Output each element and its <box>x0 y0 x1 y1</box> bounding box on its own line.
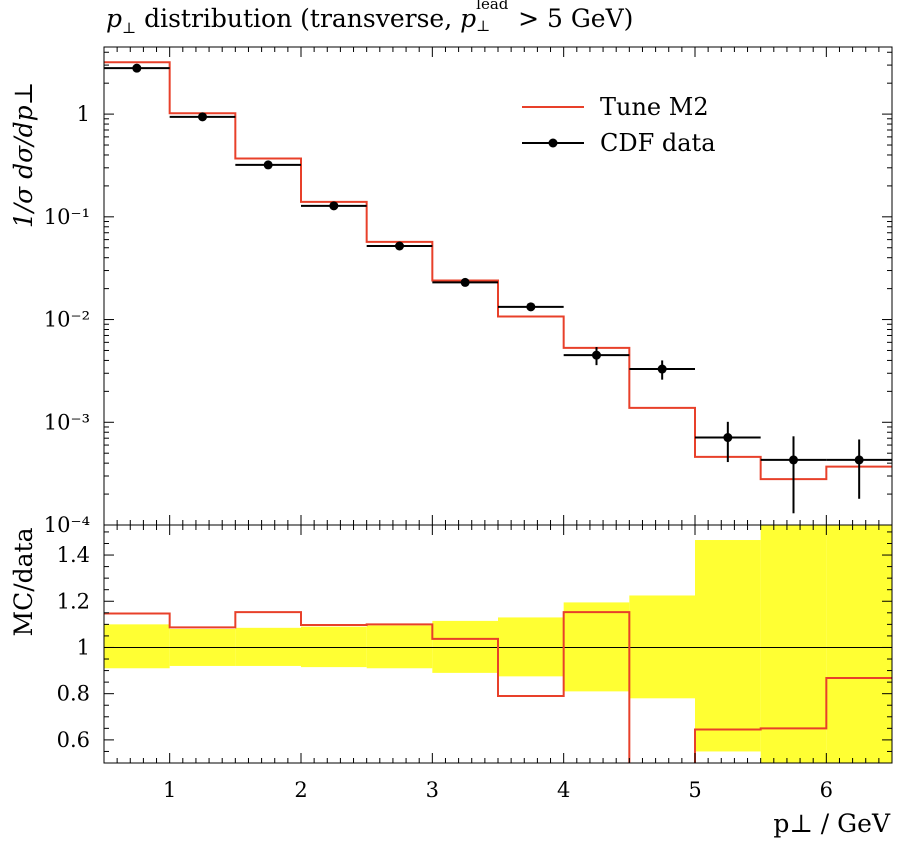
ratio-y-axis-label: MC/data <box>9 527 38 636</box>
x-tick-label: 2 <box>294 778 307 802</box>
axis-ticks <box>103 47 893 764</box>
data-point <box>854 455 864 465</box>
legend-label-tune-m2: Tune M2 <box>600 93 709 121</box>
band-bin <box>760 525 827 763</box>
main-y-tick-label: 10⁻¹ <box>44 205 90 229</box>
data-point <box>329 201 339 211</box>
band-bin <box>695 540 761 752</box>
data-point <box>198 112 207 122</box>
ratio-y-tick-label: 1.2 <box>57 589 90 613</box>
data-point <box>592 350 601 360</box>
ratio-y-tick-label: 0.6 <box>57 728 90 752</box>
data-point <box>789 455 798 465</box>
main-data-points <box>104 63 892 514</box>
data-point <box>263 160 273 170</box>
x-tick-label: 6 <box>820 778 833 802</box>
data-point <box>460 277 470 287</box>
main-y-tick-label: 10⁻² <box>44 308 90 332</box>
tick-labels: 1 10⁻¹ 10⁻² 10⁻³ 10⁻⁴ 0.6 0.8 1 1.2 1.4 1 2 3 4 5 6 <box>44 102 833 802</box>
main-y-tick-label: 1 <box>77 102 90 126</box>
ratio-uncertainty-band <box>104 525 892 763</box>
ratio-mc-histogram <box>104 611 892 763</box>
band-bin <box>498 617 564 677</box>
ratio-y-tick-label: 1 <box>77 635 90 659</box>
data-point <box>657 364 667 374</box>
ratio-step-line <box>104 611 892 763</box>
ratio-y-tick-label: 1.4 <box>57 543 90 567</box>
data-point <box>723 433 733 443</box>
band-bin <box>563 602 630 692</box>
main-y-tick-label: 10⁻⁴ <box>44 513 90 537</box>
band-bin <box>235 627 301 666</box>
x-axis-label: p⊥ / GeV <box>773 809 891 838</box>
main-y-axis-label: 1/σ dσ/dp⊥ <box>9 82 38 228</box>
data-point <box>526 302 536 312</box>
x-tick-label: 5 <box>688 778 701 802</box>
band-bin <box>629 595 695 699</box>
main-mc-histogram <box>104 61 892 481</box>
ratio-y-tick-label: 0.8 <box>57 682 90 706</box>
band-bin <box>826 525 892 763</box>
legend-marker-cdf-data <box>548 138 558 148</box>
data-point <box>395 241 404 251</box>
chart-title: p⊥ distribution (transverse, p lead ⊥ > 5 … <box>106 0 634 37</box>
tune-m2-step-line <box>104 61 892 481</box>
axis-labels: 1/σ dσ/dp⊥ MC/data p⊥ / GeV <box>9 82 891 838</box>
band-bin <box>301 626 367 668</box>
band-bin <box>366 625 433 669</box>
legend: Tune M2 CDF data <box>522 93 716 157</box>
legend-label-cdf-data: CDF data <box>600 129 716 157</box>
main-y-tick-label: 10⁻³ <box>44 410 90 434</box>
band-bin <box>104 624 170 669</box>
x-tick-label: 3 <box>426 778 439 802</box>
x-tick-label: 1 <box>163 778 176 802</box>
band-bin <box>432 620 498 673</box>
x-tick-label: 4 <box>557 778 570 802</box>
data-point <box>132 63 142 73</box>
